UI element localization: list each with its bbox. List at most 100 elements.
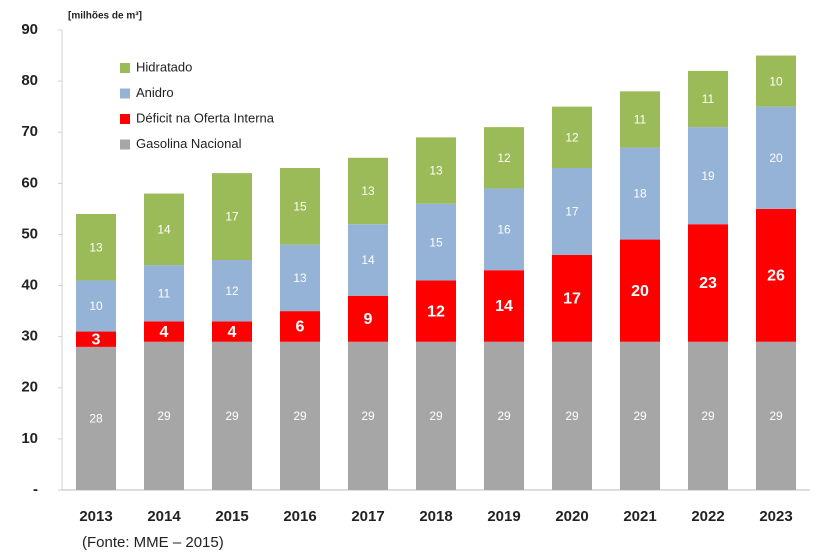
legend-swatch (120, 139, 130, 150)
unit-label: [milhões de m³] (68, 11, 142, 22)
bar-segment (620, 91, 660, 148)
data-label: 14 (495, 298, 513, 315)
data-label: 29 (157, 409, 171, 423)
data-label: 17 (563, 291, 581, 308)
data-label: 29 (565, 409, 579, 423)
data-label: 14 (361, 253, 375, 267)
data-label: 18 (633, 187, 647, 201)
bar-segment (756, 55, 796, 107)
bar-segment (348, 157, 388, 225)
source: (Fonte: MME – 2015) (82, 534, 224, 551)
data-label: 29 (293, 409, 307, 423)
legend-label: Anidro (136, 85, 174, 100)
legend-label: Gasolina Nacional (136, 136, 242, 151)
bar-segment (212, 321, 252, 342)
bar-segment (144, 265, 184, 322)
data-label: 11 (634, 113, 647, 127)
bar-segment (416, 341, 456, 490)
bar-segment (484, 270, 524, 342)
bar-segment (552, 106, 592, 168)
data-label: 29 (633, 409, 647, 423)
data-label: 20 (631, 283, 649, 300)
bar-segment (348, 295, 388, 342)
bar-segment (620, 147, 660, 240)
bar-segment (280, 311, 320, 342)
data-label: 15 (293, 200, 307, 214)
bar-segment (144, 321, 184, 342)
y-tick-label: 30 (21, 328, 38, 345)
data-label: 11 (158, 286, 171, 300)
x-tick-label: 2021 (623, 508, 656, 525)
bar-segment (416, 280, 456, 342)
data-label: 13 (429, 164, 443, 178)
bar-segment (688, 127, 728, 225)
data-label: 4 (228, 324, 237, 341)
bar-segment (212, 260, 252, 322)
x-tick-label: 2019 (487, 508, 520, 525)
data-label: 28 (89, 412, 103, 426)
legend-swatch (120, 63, 130, 73)
bar-segment (280, 168, 320, 245)
y-tick-label: 60 (21, 174, 38, 191)
bar-segment (280, 244, 320, 312)
data-label: 29 (225, 409, 239, 423)
bar-segment (76, 280, 116, 332)
bar-segment (620, 341, 660, 490)
data-label: 29 (769, 409, 783, 423)
data-label: 12 (497, 151, 511, 165)
bar-segment (76, 214, 116, 281)
data-label: 16 (497, 223, 511, 237)
bar-segment (688, 70, 728, 128)
x-tick-label: 2017 (351, 508, 384, 525)
bar-segment (484, 127, 524, 189)
bar-segment (76, 346, 116, 490)
bar-segment (212, 341, 252, 490)
x-tick-label: 2013 (79, 508, 112, 525)
data-label: 29 (361, 409, 375, 423)
x-tick-label: 2018 (419, 508, 452, 525)
bar-segment (756, 208, 796, 342)
data-label: 29 (701, 409, 715, 423)
bar-segment (280, 341, 320, 490)
data-label: 13 (293, 271, 307, 285)
data-label: 11 (702, 92, 715, 106)
data-label: 19 (701, 169, 715, 183)
bar-segment (688, 341, 728, 490)
legend-swatch (120, 114, 130, 124)
bar-segment (76, 331, 116, 347)
x-tick-label: 2016 (283, 508, 316, 525)
data-label: 14 (157, 223, 171, 237)
bar-segment (552, 168, 592, 255)
bar-segment (416, 137, 456, 204)
legend-swatch (120, 88, 130, 99)
bar-segment (688, 224, 728, 342)
legend-label: Déficit na Oferta Interna (136, 110, 275, 125)
x-tick-label: 2023 (759, 508, 792, 525)
y-tick-label: 70 (21, 123, 38, 140)
data-label: 26 (767, 268, 785, 285)
data-label: 9 (364, 311, 373, 328)
y-tick-label: 90 (21, 21, 38, 38)
bar-segment (620, 239, 660, 342)
bar-segment (144, 193, 184, 266)
data-label: 12 (565, 131, 579, 145)
y-tick-label: 20 (21, 379, 38, 396)
data-label: 6 (296, 319, 305, 336)
data-label: 10 (89, 299, 103, 313)
bar-segment (552, 341, 592, 490)
data-label: 13 (361, 184, 375, 198)
y-tick-label: 10 (21, 430, 38, 447)
data-label: 13 (89, 240, 103, 254)
bar-segment (756, 341, 796, 490)
y-tick-label: - (33, 481, 38, 498)
data-label: 29 (429, 409, 443, 423)
data-label: 29 (497, 409, 511, 423)
bar-segment (484, 341, 524, 490)
data-label: 12 (225, 284, 239, 298)
x-tick-label: 2022 (691, 508, 724, 525)
legend-label: Hidratado (136, 59, 192, 74)
bar-segment (552, 254, 592, 342)
data-label: 17 (565, 205, 579, 219)
bar-segment (144, 341, 184, 490)
